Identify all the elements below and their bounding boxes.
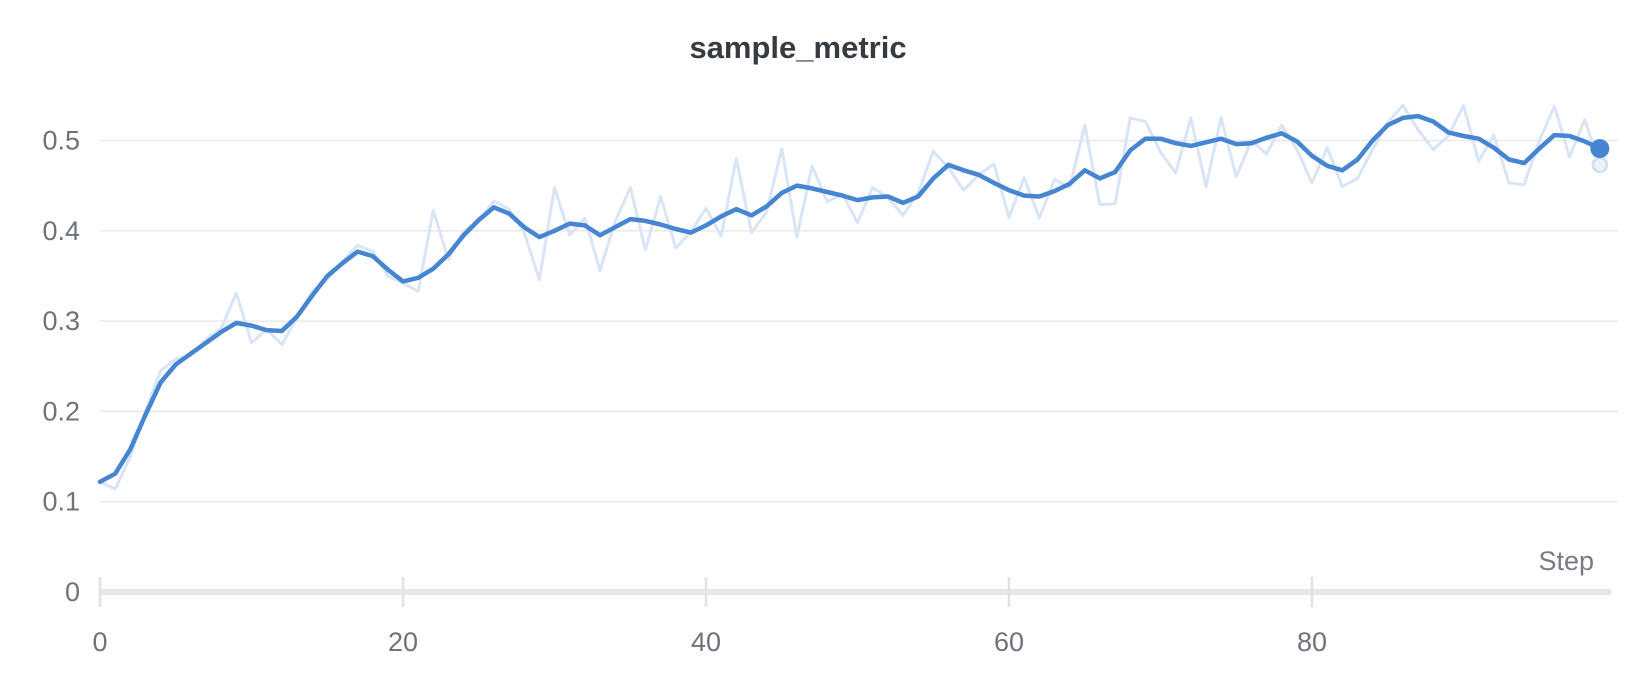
chart-title: sample_metric [689,30,907,65]
y-tick-label: 0.2 [42,396,80,426]
x-tick-label: 20 [388,627,418,657]
y-tick-label: 0.5 [42,126,80,156]
y-tick-label: 0.4 [42,216,80,246]
y-tick-label: 0.1 [42,487,80,517]
x-tick-label: 40 [691,627,721,657]
smoothed-final-point-dot[interactable] [1590,139,1610,159]
y-tick-label: 0 [65,577,80,607]
x-tick-label: 80 [1297,627,1327,657]
raw-final-point-ring [1591,156,1609,174]
x-axis-title: Step [1538,546,1594,576]
x-tick-label: 60 [994,627,1024,657]
x-axis-line [100,589,1611,595]
x-tick-label: 0 [92,627,107,657]
smoothed-series-line[interactable] [97,113,1603,485]
y-tick-label: 0.3 [42,306,80,336]
raw-series-line[interactable] [98,103,1602,491]
